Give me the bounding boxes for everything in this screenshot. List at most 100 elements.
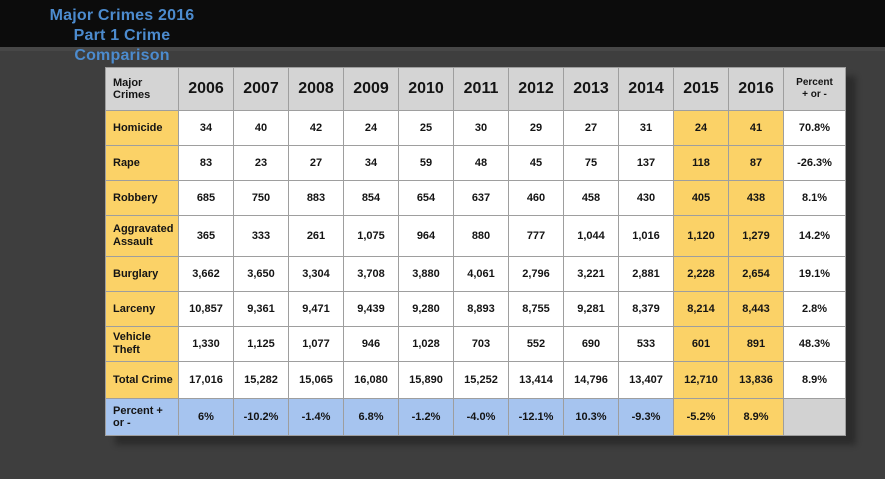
- column-header-year-2012: 2012: [508, 67, 564, 111]
- cell-homicide-2011: 30: [453, 110, 509, 146]
- cell-vehicle-theft-2015: 601: [673, 326, 729, 362]
- row-label-total-crime: Total Crime: [105, 361, 179, 399]
- cell-vehicle-theft-2007: 1,125: [233, 326, 289, 362]
- cell-homicide-2007: 40: [233, 110, 289, 146]
- cell-vehicle-theft-2011: 703: [453, 326, 509, 362]
- cell-robbery-2007: 750: [233, 180, 289, 216]
- table-row-larceny: Larceny 10,857 9,361 9,471 9,439 9,280 8,893 8,…: [105, 291, 846, 327]
- cell-homicide-2010: 25: [398, 110, 454, 146]
- cell-percent-change-2011: -4.0%: [453, 398, 509, 436]
- cell-homicide-2006: 34: [178, 110, 234, 146]
- column-header-major-crimes: Major Crimes: [105, 67, 179, 111]
- cell-aggravated-assault-2009: 1,075: [343, 215, 399, 257]
- cell-robbery-2011: 637: [453, 180, 509, 216]
- cell-rape-2015: 118: [673, 145, 729, 181]
- crime-table: Major Crimes 2006 2007 2008 2009 2010 2011 2012…: [105, 67, 846, 436]
- table-row-percent-change: Percent + or -6% -10.2% -1.4% 6.8% -1.2% -4.0…: [105, 398, 846, 436]
- title-line-2: Part 1 Crime Comparison: [73, 27, 171, 64]
- cell-percent-change-2009: 6.8%: [343, 398, 399, 436]
- cell-robbery-2009: 854: [343, 180, 399, 216]
- cell-aggravated-assault-2012: 777: [508, 215, 564, 257]
- column-header-year-2010: 2010: [398, 67, 454, 111]
- cell-percent-change-2010: -1.2%: [398, 398, 454, 436]
- cell-percent-change-2007: -10.2%: [233, 398, 289, 436]
- cell-percent-change-2008: -1.4%: [288, 398, 344, 436]
- cell-percent-change-2012: -12.1%: [508, 398, 564, 436]
- cell-percent-change-2013: 10.3%: [563, 398, 619, 436]
- cell-robbery-2010: 654: [398, 180, 454, 216]
- cell-burglary-2010: 3,880: [398, 256, 454, 292]
- column-header-year-2008: 2008: [288, 67, 344, 111]
- column-header-year-2011: 2011: [453, 67, 509, 111]
- column-header-year-2016: 2016: [728, 67, 784, 111]
- cell-total-crime-2009: 16,080: [343, 361, 399, 399]
- table-row-vehicle-theft: Vehicle Theft 1,330 1,125 1,077 946 1,028 703 5…: [105, 326, 846, 362]
- row-label-rape: Rape: [105, 145, 179, 181]
- cell-burglary-2008: 3,304: [288, 256, 344, 292]
- cell-robbery-2016: 438: [728, 180, 784, 216]
- row-label-larceny: Larceny: [105, 291, 179, 327]
- cell-burglary-2015: 2,228: [673, 256, 729, 292]
- cell-burglary-2007: 3,650: [233, 256, 289, 292]
- title-bar: Major Crimes 2016 Part 1 Crime Compariso…: [0, 0, 885, 64]
- table-row-homicide: Homicide 34 40 42 24 25 30 29 27 31 24 41 70.8%: [105, 110, 846, 146]
- cell-rape-2014: 137: [618, 145, 674, 181]
- cell-homicide-2014: 31: [618, 110, 674, 146]
- cell-burglary-2011: 4,061: [453, 256, 509, 292]
- cell-vehicle-theft-2014: 533: [618, 326, 674, 362]
- cell-larceny-2008: 9,471: [288, 291, 344, 327]
- cell-vehicle-theft-2012: 552: [508, 326, 564, 362]
- cell-total-crime-2013: 14,796: [563, 361, 619, 399]
- cell-burglary-percent: 19.1%: [783, 256, 846, 292]
- cell-rape-2009: 34: [343, 145, 399, 181]
- cell-aggravated-assault-2015: 1,120: [673, 215, 729, 257]
- table-row-total-crime: Total Crime 17,016 15,282 15,065 16,080 15,89…: [105, 361, 846, 399]
- cell-aggravated-assault-2013: 1,044: [563, 215, 619, 257]
- cell-rape-2013: 75: [563, 145, 619, 181]
- cell-larceny-2009: 9,439: [343, 291, 399, 327]
- title-line-1: Major Crimes 2016: [49, 7, 195, 24]
- cell-larceny-percent: 2.8%: [783, 291, 846, 327]
- cell-burglary-2006: 3,662: [178, 256, 234, 292]
- header-row: Major Crimes 2006 2007 2008 2009 2010 2011 2012…: [105, 67, 846, 111]
- cell-larceny-2007: 9,361: [233, 291, 289, 327]
- cell-percent-change-2006: 6%: [178, 398, 234, 436]
- column-header-year-2015: 2015: [673, 67, 729, 111]
- cell-vehicle-theft-2009: 946: [343, 326, 399, 362]
- table-row-robbery: Robbery 685 750 883 854 654 637 460 458 430 405 438…: [105, 180, 846, 216]
- cell-homicide-2016: 41: [728, 110, 784, 146]
- cell-total-crime-2011: 15,252: [453, 361, 509, 399]
- cell-percent-change-2015: -5.2%: [673, 398, 729, 436]
- cell-aggravated-assault-2011: 880: [453, 215, 509, 257]
- cell-total-crime-2016: 13,836: [728, 361, 784, 399]
- row-label-burglary: Burglary: [105, 256, 179, 292]
- cell-total-crime-2015: 12,710: [673, 361, 729, 399]
- row-label-robbery: Robbery: [105, 180, 179, 216]
- cell-percent-change-2014: -9.3%: [618, 398, 674, 436]
- cell-robbery-2015: 405: [673, 180, 729, 216]
- cell-aggravated-assault-2010: 964: [398, 215, 454, 257]
- cell-larceny-2012: 8,755: [508, 291, 564, 327]
- cell-total-crime-2012: 13,414: [508, 361, 564, 399]
- cell-burglary-2014: 2,881: [618, 256, 674, 292]
- cell-total-crime-2007: 15,282: [233, 361, 289, 399]
- cell-robbery-percent: 8.1%: [783, 180, 846, 216]
- cell-larceny-2006: 10,857: [178, 291, 234, 327]
- column-header-year-2009: 2009: [343, 67, 399, 111]
- cell-vehicle-theft-2016: 891: [728, 326, 784, 362]
- cell-homicide-2012: 29: [508, 110, 564, 146]
- cell-robbery-2014: 430: [618, 180, 674, 216]
- cell-larceny-2010: 9,280: [398, 291, 454, 327]
- cell-burglary-2012: 2,796: [508, 256, 564, 292]
- table-row-aggravated-assault: Aggravated Assault 365 333 261 1,075 964 880 77…: [105, 215, 846, 257]
- column-header-percent: Percent + or -: [783, 67, 846, 111]
- table-row-burglary: Burglary 3,662 3,650 3,304 3,708 3,880 4,061 2,…: [105, 256, 846, 292]
- row-label-homicide: Homicide: [105, 110, 179, 146]
- cell-robbery-2013: 458: [563, 180, 619, 216]
- cell-total-crime-2010: 15,890: [398, 361, 454, 399]
- cell-rape-percent: -26.3%: [783, 145, 846, 181]
- cell-aggravated-assault-2016: 1,279: [728, 215, 784, 257]
- column-header-year-2007: 2007: [233, 67, 289, 111]
- cell-aggravated-assault-percent: 14.2%: [783, 215, 846, 257]
- cell-vehicle-theft-2008: 1,077: [288, 326, 344, 362]
